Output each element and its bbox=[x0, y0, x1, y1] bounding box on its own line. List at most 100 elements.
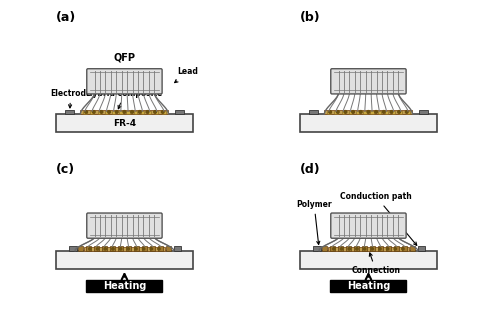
Circle shape bbox=[386, 248, 389, 250]
Text: Lead: Lead bbox=[175, 68, 199, 83]
Circle shape bbox=[341, 248, 343, 250]
Bar bbox=[342, 111, 345, 114]
FancyBboxPatch shape bbox=[331, 69, 406, 94]
Bar bbox=[356, 111, 359, 114]
Bar bbox=[300, 251, 437, 269]
Circle shape bbox=[154, 111, 157, 113]
Circle shape bbox=[348, 248, 350, 250]
Bar bbox=[78, 246, 82, 251]
Text: Electrode: Electrode bbox=[50, 89, 91, 108]
Bar bbox=[141, 111, 144, 114]
Circle shape bbox=[344, 111, 347, 113]
Text: Polymer: Polymer bbox=[296, 200, 332, 244]
Bar bbox=[330, 280, 407, 292]
FancyBboxPatch shape bbox=[87, 213, 162, 238]
Circle shape bbox=[104, 248, 106, 250]
Circle shape bbox=[333, 248, 335, 250]
Text: Connection: Connection bbox=[351, 253, 401, 276]
Bar bbox=[370, 111, 374, 114]
Circle shape bbox=[150, 248, 152, 250]
Circle shape bbox=[139, 111, 141, 113]
Circle shape bbox=[390, 111, 393, 113]
Bar bbox=[126, 246, 131, 251]
Bar bbox=[378, 246, 383, 251]
Bar bbox=[410, 246, 415, 251]
Bar bbox=[328, 247, 408, 251]
Bar bbox=[134, 111, 137, 114]
Circle shape bbox=[375, 111, 377, 113]
Bar bbox=[65, 110, 74, 114]
FancyBboxPatch shape bbox=[87, 69, 162, 94]
Bar bbox=[175, 110, 183, 114]
Bar bbox=[155, 111, 159, 114]
Bar bbox=[325, 110, 412, 114]
Circle shape bbox=[112, 248, 114, 250]
Circle shape bbox=[131, 111, 133, 113]
Circle shape bbox=[142, 248, 145, 250]
Bar bbox=[392, 111, 395, 114]
Circle shape bbox=[336, 111, 339, 113]
Circle shape bbox=[100, 111, 103, 113]
Bar bbox=[112, 111, 115, 114]
Circle shape bbox=[97, 248, 99, 250]
Circle shape bbox=[360, 111, 362, 113]
Bar bbox=[322, 246, 326, 251]
Bar bbox=[399, 111, 403, 114]
Bar bbox=[313, 246, 321, 251]
Circle shape bbox=[371, 248, 373, 250]
Circle shape bbox=[85, 111, 87, 113]
Text: FR-4: FR-4 bbox=[113, 119, 136, 128]
Text: QFP: QFP bbox=[113, 52, 136, 62]
Text: Heating: Heating bbox=[347, 281, 390, 291]
Bar bbox=[385, 111, 388, 114]
Circle shape bbox=[146, 111, 149, 113]
Bar bbox=[174, 246, 182, 251]
Circle shape bbox=[116, 111, 118, 113]
Bar bbox=[334, 111, 338, 114]
Bar bbox=[126, 111, 130, 114]
Bar bbox=[349, 111, 352, 114]
Bar bbox=[166, 246, 171, 251]
Bar bbox=[90, 111, 94, 114]
Circle shape bbox=[329, 111, 331, 113]
Bar bbox=[86, 246, 91, 251]
Bar bbox=[142, 246, 146, 251]
Bar bbox=[309, 110, 318, 114]
Bar bbox=[327, 111, 330, 114]
Bar bbox=[56, 251, 193, 269]
Text: Heating: Heating bbox=[103, 281, 146, 291]
Text: (a): (a) bbox=[56, 11, 76, 24]
Bar bbox=[98, 111, 101, 114]
Circle shape bbox=[123, 111, 126, 113]
Bar bbox=[84, 247, 164, 251]
Circle shape bbox=[398, 111, 401, 113]
Bar bbox=[158, 246, 163, 251]
Bar bbox=[407, 111, 409, 114]
Bar bbox=[150, 246, 155, 251]
Circle shape bbox=[127, 248, 129, 250]
Text: Hybrid composite: Hybrid composite bbox=[86, 89, 163, 109]
Text: Conduction path: Conduction path bbox=[340, 192, 417, 245]
Text: (b): (b) bbox=[300, 11, 321, 24]
Bar bbox=[346, 246, 350, 251]
Bar bbox=[81, 110, 168, 114]
Bar bbox=[105, 111, 108, 114]
Circle shape bbox=[394, 248, 396, 250]
Bar bbox=[338, 246, 343, 251]
Text: (d): (d) bbox=[300, 162, 321, 175]
Bar bbox=[118, 246, 122, 251]
Bar bbox=[83, 111, 86, 114]
Bar bbox=[419, 110, 427, 114]
Circle shape bbox=[92, 111, 95, 113]
Bar bbox=[394, 246, 399, 251]
Bar bbox=[119, 111, 122, 114]
Bar bbox=[102, 246, 106, 251]
Circle shape bbox=[89, 248, 91, 250]
Bar bbox=[363, 111, 366, 114]
Circle shape bbox=[162, 111, 164, 113]
Bar bbox=[86, 280, 163, 292]
Bar bbox=[362, 246, 366, 251]
Circle shape bbox=[383, 111, 385, 113]
Bar bbox=[94, 246, 99, 251]
Bar bbox=[354, 246, 359, 251]
